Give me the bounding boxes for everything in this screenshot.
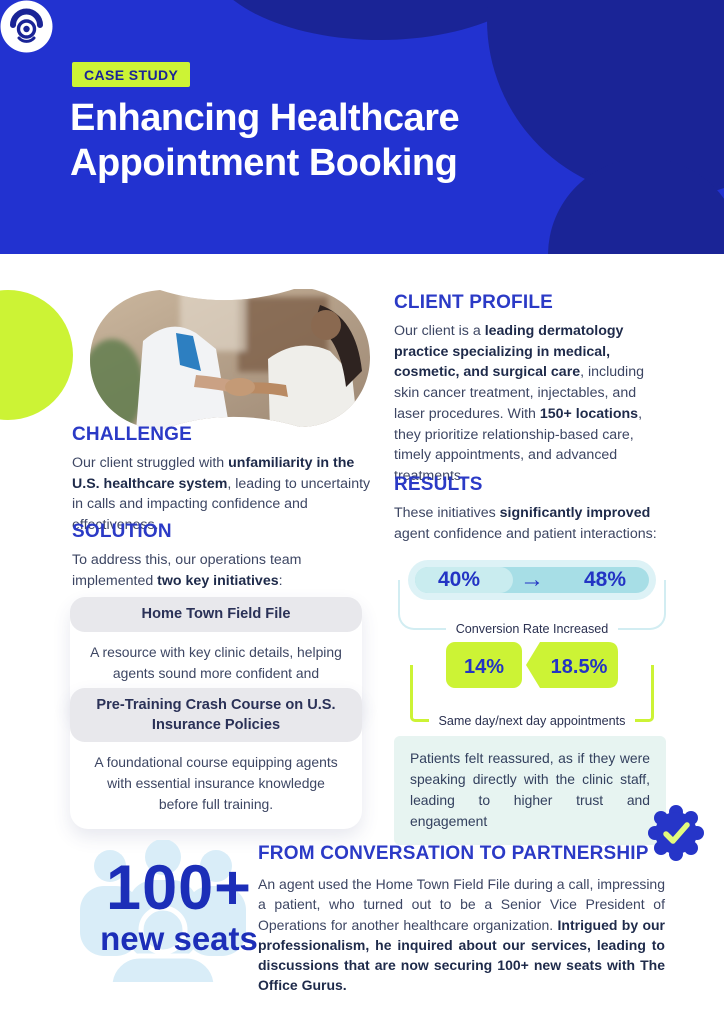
lime-accent-circle [0,290,73,420]
challenge-heading: CHALLENGE [72,424,193,445]
client-profile-heading: CLIENT PROFILE [394,292,554,313]
stat-pill-track [415,567,649,593]
brand-eye-logo-icon [0,0,53,53]
challenge-paragraph: Our client struggled with unfamiliarity … [72,455,371,534]
partnership-heading: FROM CONVERSATION TO PARTNERSHIP [258,843,649,864]
conversion-rate-stat: 40% → 48% Conversion Rate Increased [394,560,670,640]
initiative-card-description: A foundational course equipping agents w… [94,754,338,813]
page-title: Enhancing Healthcare Appointment Booking [70,96,460,186]
same-day-appointments-stat: 14% 18.5% Same day/next day appointments [394,642,670,730]
stat-lime-blocks: 14% 18.5% [446,642,618,688]
stat-label: Conversion Rate Increased [394,620,670,638]
stat-pill: 40% → 48% [408,560,656,600]
right-arrow-icon: → [520,566,544,593]
quote-text: Patients felt reassured, as if they were… [410,750,650,830]
stat-from-value: 40% [437,568,481,591]
partnership-paragraph: An agent used the Home Town Field File d… [258,876,665,994]
stat-label: Same day/next day appointments [394,712,670,730]
case-study-badge: CASE STUDY [72,62,191,87]
header-blob-shapes [233,0,724,254]
header-banner: CASE STUDY Enhancing Healthcare Appointm… [0,0,724,254]
seats-value: 100+ [106,853,252,923]
client-profile-paragraph: Our client is a leading dermatology prac… [394,323,644,485]
page-title-line2: Appointment Booking [70,141,458,184]
seats-label: new seats [100,920,258,957]
initiative-card-title: Home Town Field File [70,597,362,632]
solution-paragraph: To address this, our operations team imp… [72,552,302,589]
verified-check-badge-icon [648,804,704,861]
results-heading: RESULTS [394,474,483,495]
stat-to-value: 18.5% [551,656,608,678]
stat-to-value: 48% [583,568,627,591]
stat-pill-segment [415,567,513,593]
initiative-card-title: Pre-Training Crash Course on U.S. Insura… [70,688,362,743]
page-title-line1: Enhancing Healthcare [70,97,460,139]
handshake-photo [90,289,370,430]
solution-heading: SOLUTION [72,521,172,542]
initiative-card: Pre-Training Crash Course on U.S. Insura… [70,688,362,829]
quote-box: Patients felt reassured, as if they were… [394,736,704,861]
stat-from-value: 14% [464,656,504,678]
results-paragraph: These initiatives significantly improved… [394,505,657,542]
people-silhouettes-icon [80,840,246,982]
